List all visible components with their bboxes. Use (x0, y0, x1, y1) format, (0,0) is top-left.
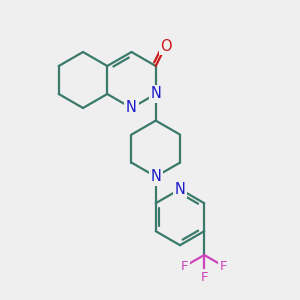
Text: N: N (150, 169, 161, 184)
Text: O: O (160, 39, 172, 54)
Text: N: N (150, 86, 161, 101)
Text: N: N (175, 182, 185, 197)
Text: F: F (181, 260, 189, 273)
Text: F: F (220, 260, 227, 273)
Text: F: F (200, 271, 208, 284)
Text: N: N (126, 100, 137, 116)
